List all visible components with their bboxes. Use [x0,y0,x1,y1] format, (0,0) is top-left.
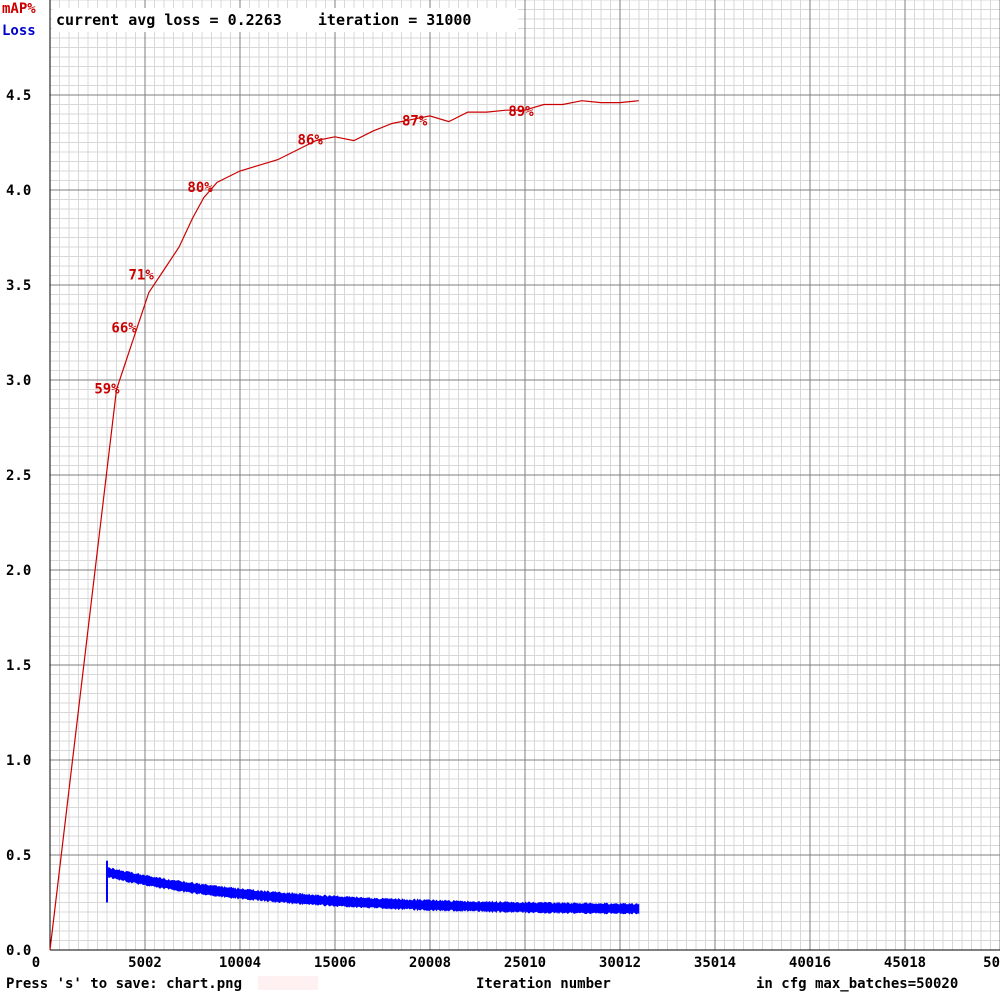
y-tick-label: 1.0 [6,753,31,769]
x-axis-label: Iteration number [476,976,611,992]
y-tick-label: 2.0 [6,563,31,579]
save-hint-ghost [258,976,318,990]
y-tick-label: 0.0 [6,943,31,959]
map-series-line [49,100,639,951]
map-percent-label: 86% [298,132,324,148]
y-tick-label: 1.5 [6,658,31,674]
loss-legend-label: Loss [2,23,36,39]
map-percent-label: 87% [402,113,428,129]
x-tick-label: 50 [983,955,1000,971]
x-tick-label: 10004 [219,955,261,971]
map-legend-label: mAP% [2,1,36,17]
y-tick-label: 0.5 [6,848,31,864]
status-text: current avg loss = 0.2263 iteration = 31… [56,11,472,29]
x-tick-label: 0 [32,955,40,971]
y-tick-label: 4.0 [6,183,31,199]
map-percent-label: 89% [508,104,534,120]
status-box [52,8,518,32]
loss-series-band [106,867,640,915]
map-percent-label: 66% [111,321,137,337]
x-tick-label: 35014 [694,955,736,971]
x-tick-label: 45018 [884,955,926,971]
y-tick-label: 3.5 [6,278,31,294]
y-tick-label: 3.0 [6,373,31,389]
x-tick-label: 30012 [599,955,641,971]
cfg-info: in cfg max_batches=50020 [756,976,959,992]
map-percent-label: 71% [129,267,155,283]
y-tick-label: 2.5 [6,468,31,484]
x-tick-label: 25010 [504,955,546,971]
map-percent-label: 80% [187,180,213,196]
x-tick-label: 40016 [789,955,831,971]
x-tick-label: 20008 [409,955,451,971]
y-tick-label: 4.5 [6,88,31,104]
save-hint: Press 's' to save: chart.png [6,976,243,992]
x-tick-label: 15006 [314,955,356,971]
map-percent-label: 59% [94,381,120,397]
x-tick-label: 5002 [128,955,162,971]
